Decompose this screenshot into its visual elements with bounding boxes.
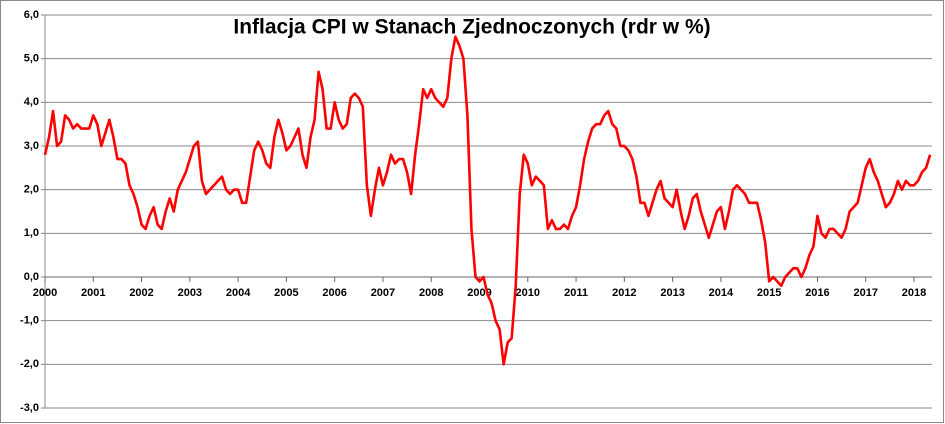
y-tick-label: 6,0: [24, 9, 39, 21]
y-tick-label: 4,0: [24, 96, 39, 108]
y-tick-label: -2,0: [20, 358, 39, 370]
x-tick-label: 2002: [129, 287, 153, 299]
x-tick-label: 2015: [757, 287, 781, 299]
x-tick-label: 2014: [709, 287, 734, 299]
y-tick-label: -1,0: [20, 315, 39, 327]
x-tick-label: 2000: [33, 287, 57, 299]
x-tick-label: 2018: [902, 287, 926, 299]
x-tick-label: 2010: [516, 287, 540, 299]
chart-title: Inflacja CPI w Stanach Zjednoczonych (rd…: [233, 16, 710, 39]
x-tick-label: 2016: [805, 287, 829, 299]
y-tick-label: 5,0: [24, 53, 39, 65]
x-tick-label: 2012: [612, 287, 636, 299]
series-line: [43, 35, 932, 366]
x-tick-label: 2011: [564, 287, 588, 299]
x-tick-label: 2005: [274, 287, 298, 299]
x-tick-label: 2004: [226, 287, 251, 299]
x-tick-label: 2013: [660, 287, 684, 299]
y-tick-label: 3,0: [24, 140, 39, 152]
y-tick-label: -3,0: [20, 402, 39, 414]
x-tick-label: 2008: [419, 287, 443, 299]
x-tick-label: 2006: [322, 287, 346, 299]
x-tick-label: 2017: [853, 287, 877, 299]
x-tick-label: 2003: [178, 287, 202, 299]
y-tick-label: 2,0: [24, 184, 39, 196]
y-tick-label: 1,0: [24, 227, 39, 239]
x-tick-label: 2007: [371, 287, 395, 299]
y-tick-label: 0,0: [24, 271, 39, 283]
x-tick-label: 2001: [81, 287, 105, 299]
